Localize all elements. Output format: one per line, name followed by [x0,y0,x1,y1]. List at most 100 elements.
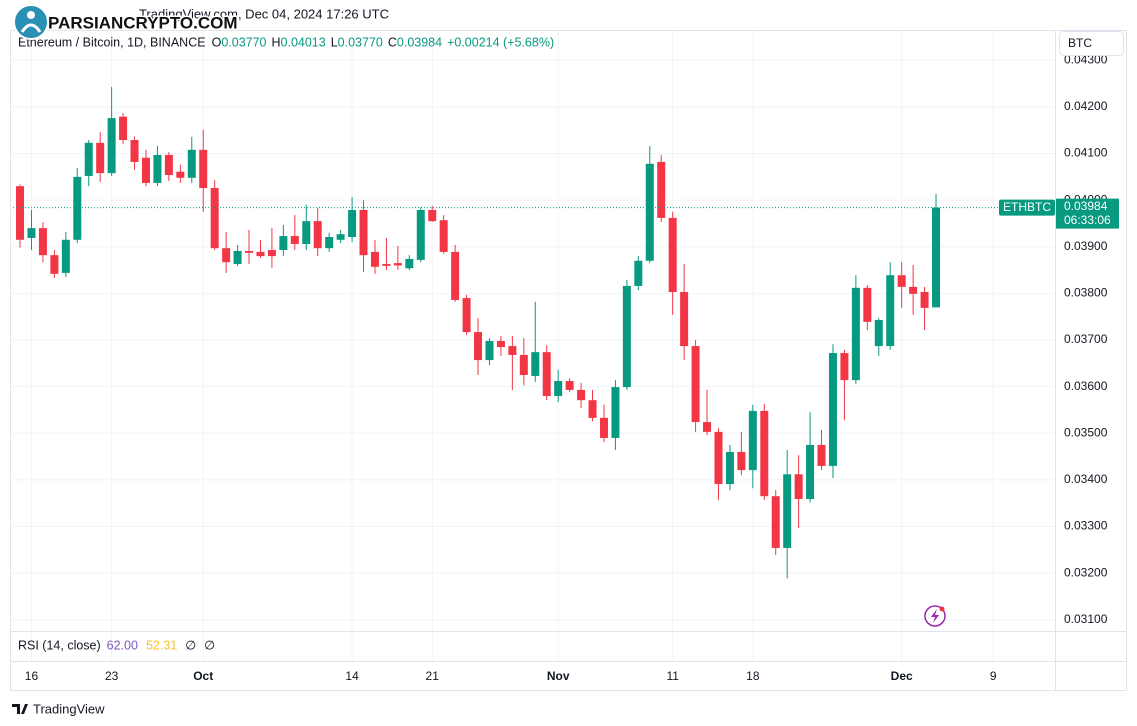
footer-logo [12,704,28,714]
candle-body [302,221,311,244]
candle-body [290,236,299,244]
candle-body [737,451,746,471]
candle-body [725,451,734,485]
candle-body [313,221,322,249]
candle-body [199,149,208,189]
candle-body [27,228,36,238]
candle-body [668,217,677,293]
ohlc-legend: O 0.03770 H 0.04013 L 0.03770 C 0.03984 +0.00214… [212,35,555,49]
ohlc-key: L [331,35,338,49]
y-tick-label: 0.03100 [1064,612,1108,626]
rsi-value: ∅ [185,638,196,652]
candle-body [405,258,414,269]
candle-body [141,157,150,183]
x-tick-label: 21 [426,669,440,683]
candle-body [325,236,334,249]
candle-body [451,251,460,300]
candle-body [680,292,689,347]
candle-body [932,207,941,308]
y-tick-label: 0.04200 [1064,99,1108,113]
candle-body [370,251,379,267]
candle-body [760,410,769,497]
candle-body [84,142,93,176]
candle-body [794,474,803,499]
ohlc-key: O [212,35,222,49]
candle-body [703,422,712,432]
y-tick-label: 0.03900 [1064,239,1108,253]
candle-body [588,400,597,418]
candle-body [267,250,276,257]
candle-body [863,287,872,322]
ohlc-value: 0.03770 [221,35,266,49]
candle-body [851,287,860,381]
candle-body [634,260,643,286]
candle-body [439,220,448,252]
candle-body [909,286,918,294]
y-tick-label: 0.03400 [1064,472,1108,486]
candle-body [542,352,551,396]
candle-body [164,154,173,175]
x-tick-label: 9 [990,669,997,683]
y-tick-label: 0.03600 [1064,379,1108,393]
candle-body [496,340,505,348]
candle-body [336,234,345,240]
candle-body [382,264,391,266]
candle-body [714,431,723,485]
x-tick-label: 23 [105,669,119,683]
candle-layer [10,86,1055,579]
candle-body [920,292,929,308]
price-tag-label: 0.03984 [1064,199,1108,213]
candle-body [577,389,586,401]
candle-body [771,496,780,548]
ohlc-key: C [388,35,397,49]
candle-body [748,410,757,471]
symbol-tag [999,199,1055,216]
candle-body [38,228,47,256]
currency-button[interactable] [1059,31,1124,56]
candle-body [897,275,906,287]
symbol-tag-label: ETHBTC [1003,200,1051,214]
candle-body [222,248,231,263]
candle-body [96,142,105,174]
price-tag-countdown: 06:33:06 [1064,213,1111,227]
candle-body [16,186,25,240]
alert-icon-dot [939,606,945,612]
x-tick-label: 14 [345,669,359,683]
rsi-value: 52.31 [146,638,177,652]
candle-body [485,340,494,361]
currency-button-label[interactable]: BTC [1068,36,1092,50]
ohlc-value: 0.03770 [338,35,383,49]
candle-body [256,251,265,257]
x-tick-label: Oct [193,669,213,683]
published-info: TradingView.com, Dec 04, 2024 17:26 UTC [139,6,389,21]
candle-body [50,255,59,274]
candle-body [393,263,402,266]
candle-body [691,346,700,423]
candle-body [279,236,288,251]
candle-body [119,116,128,141]
candle-body [599,417,608,438]
rsi-value: 62.00 [107,638,138,652]
alert-icon-bolt[interactable] [931,609,939,623]
x-tick-label: Nov [547,669,570,683]
candle-body [416,209,425,260]
candle-body [474,332,483,361]
candle-body [462,298,471,333]
candle-body [245,250,254,253]
watermark-text: PARSIANCRYPTO.COM [48,13,238,32]
watermark-logo-head [27,11,35,19]
candle-body [153,154,162,183]
candle-body [657,161,666,218]
candle-body [783,474,792,548]
watermark: PARSIANCRYPTO.COM [13,4,239,40]
candle-body [531,352,540,376]
footer-brand: TradingView [33,701,105,716]
watermark-logo-body [20,23,42,33]
y-tick-label: 0.04100 [1064,146,1108,160]
candle-body [428,209,437,222]
chart-frame [10,30,1127,691]
x-tick-label: 18 [746,669,760,683]
